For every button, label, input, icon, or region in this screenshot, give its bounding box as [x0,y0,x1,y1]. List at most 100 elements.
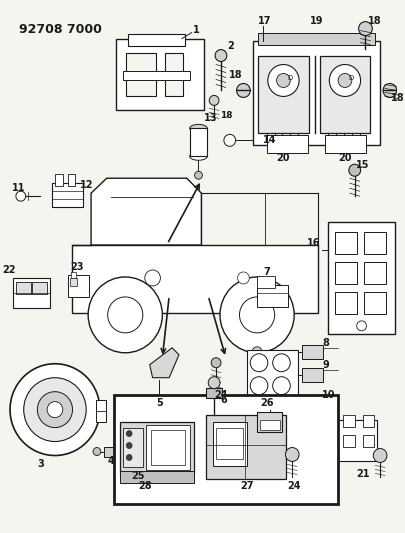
Bar [253,41,380,146]
Bar [257,285,288,307]
Circle shape [211,358,221,368]
Circle shape [126,431,132,437]
Bar [260,419,279,430]
Bar [335,262,357,284]
Circle shape [252,347,262,357]
Circle shape [37,392,72,427]
Bar [257,411,282,432]
Text: 25: 25 [131,472,145,481]
Bar [190,128,207,156]
Text: 14: 14 [263,135,277,146]
Circle shape [93,448,101,456]
Text: 8: 8 [322,338,329,348]
Text: D: D [348,76,354,82]
Circle shape [194,171,202,179]
Circle shape [145,270,160,286]
Text: 17: 17 [258,15,272,26]
Circle shape [215,50,227,61]
Circle shape [373,449,387,463]
Bar [335,232,357,254]
Bar [151,430,185,465]
Bar [120,422,194,473]
Text: 18: 18 [391,93,405,103]
Bar [328,222,395,334]
Circle shape [359,22,372,36]
Bar [216,427,243,459]
Circle shape [286,448,299,462]
Text: 10: 10 [322,390,335,400]
Bar [120,472,194,483]
Bar [126,53,156,96]
Bar [364,262,386,284]
Text: 20: 20 [338,154,352,163]
Bar [267,135,308,154]
Bar [206,415,286,480]
Bar [302,368,324,382]
Text: 92708 7000: 92708 7000 [19,22,102,36]
Circle shape [126,455,132,461]
Bar [338,419,377,462]
Bar [364,232,386,254]
Circle shape [250,354,268,372]
Text: 24: 24 [214,390,228,400]
Bar [123,70,190,80]
Bar [326,135,367,154]
Bar [13,278,50,308]
Circle shape [338,74,352,87]
Text: 6: 6 [220,394,227,405]
Text: 21: 21 [356,470,369,480]
Circle shape [108,297,143,333]
Text: 15: 15 [356,160,369,170]
Polygon shape [91,178,201,245]
Circle shape [268,64,299,96]
Text: 2: 2 [227,41,234,51]
Bar [16,282,30,294]
Bar [257,276,275,288]
Text: D: D [288,76,293,82]
Circle shape [383,84,397,98]
Bar [68,174,75,186]
Text: 3: 3 [37,459,44,470]
Circle shape [329,64,360,96]
Text: 23: 23 [70,262,84,272]
Polygon shape [150,348,179,378]
Text: 27: 27 [241,481,254,491]
Text: 19: 19 [310,15,324,26]
Circle shape [224,134,236,147]
Text: 20: 20 [277,154,290,163]
Circle shape [273,354,290,372]
Bar [258,33,375,45]
Text: 4: 4 [107,456,114,466]
Circle shape [24,378,86,441]
Text: 24: 24 [288,481,301,491]
Bar [70,272,77,278]
Bar [52,183,83,207]
Circle shape [277,74,290,87]
Text: 18: 18 [220,111,232,120]
Bar [206,387,222,398]
Circle shape [237,84,250,98]
Bar [364,292,386,314]
Bar [70,278,77,286]
Bar [113,394,338,504]
Text: 22: 22 [2,265,16,275]
Text: 28: 28 [138,481,151,491]
Text: 13: 13 [205,114,218,123]
Bar [335,292,357,314]
Ellipse shape [190,152,207,160]
Text: 12: 12 [81,180,94,190]
Text: 26: 26 [260,398,274,408]
Circle shape [16,191,26,201]
Bar [117,38,205,110]
Polygon shape [249,394,270,411]
Circle shape [273,377,290,394]
Circle shape [208,377,220,389]
Circle shape [349,164,360,176]
Circle shape [88,277,162,353]
Bar [104,447,117,456]
Circle shape [10,364,100,456]
Bar [55,174,63,186]
Bar [32,282,47,294]
Bar [343,415,355,426]
Circle shape [250,377,268,394]
